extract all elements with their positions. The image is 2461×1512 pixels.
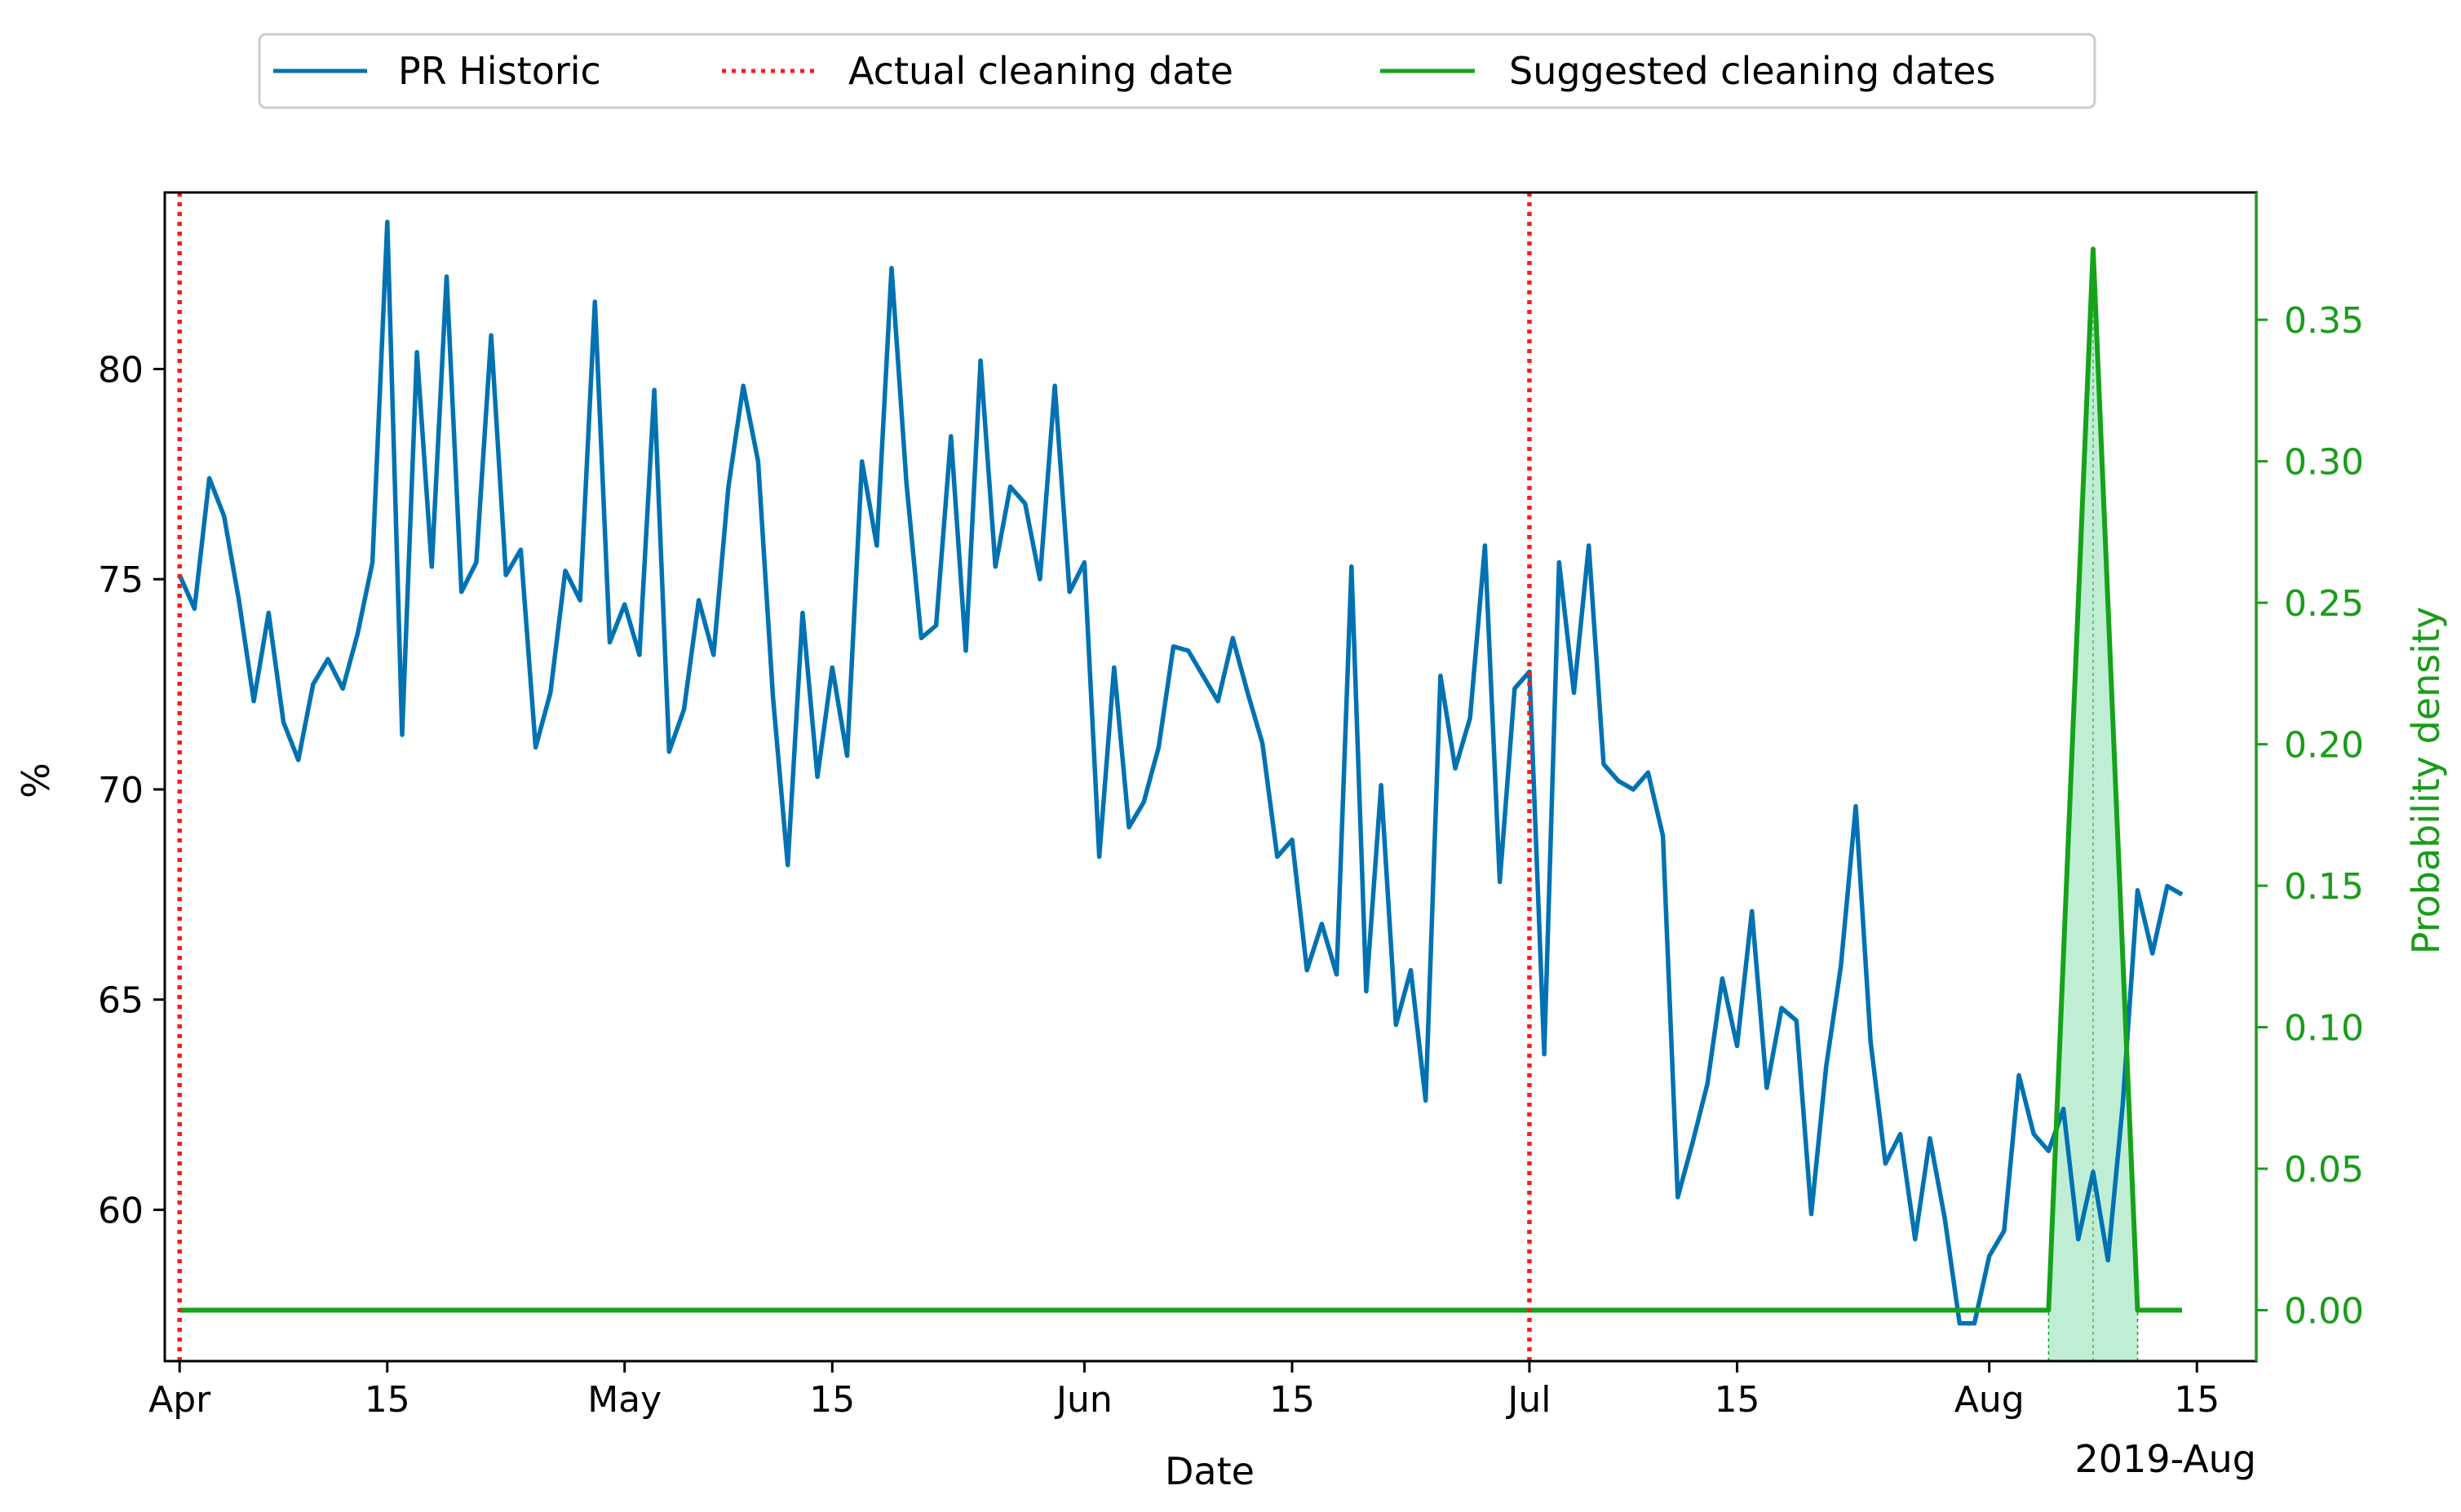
legend-label-actual-cleaning: Actual cleaning date bbox=[848, 49, 1233, 93]
y2-axis-title: Probability density bbox=[2404, 607, 2448, 954]
legend: PR Historic Actual cleaning date Suggest… bbox=[258, 33, 2096, 109]
x-axis: Apr 15 May 15 Jun 15 Jul 15 Aug 15 bbox=[148, 1361, 2220, 1421]
legend-label-pr-historic: PR Historic bbox=[398, 49, 601, 93]
x-tick-label-9: 15 bbox=[2174, 1379, 2220, 1421]
x-tick-label-6: Jul bbox=[1505, 1379, 1551, 1421]
y-tick-label-3: 75 bbox=[98, 559, 144, 601]
y-axis-left: 60 65 70 75 80 bbox=[98, 349, 165, 1231]
x-tick-label-8: Aug bbox=[1954, 1379, 2025, 1421]
y-tick-label-4: 80 bbox=[98, 349, 144, 391]
y-tick-label-2: 70 bbox=[98, 770, 144, 811]
legend-label-suggested-cleaning: Suggested cleaning dates bbox=[1509, 49, 1995, 93]
y2-tick-label-6: 0.30 bbox=[2284, 442, 2364, 484]
x-tick-label-2: May bbox=[587, 1379, 662, 1421]
x-tick-label-5: 15 bbox=[1269, 1379, 1315, 1421]
y2-tick-label-1: 0.05 bbox=[2284, 1149, 2364, 1191]
y2-tick-label-2: 0.10 bbox=[2284, 1008, 2364, 1050]
y-axis-title: % bbox=[14, 763, 58, 798]
y2-tick-label-4: 0.20 bbox=[2284, 725, 2364, 767]
x-tick-label-3: 15 bbox=[809, 1379, 855, 1421]
series-suggested-cleaning bbox=[179, 246, 2183, 1313]
legend-frame bbox=[258, 33, 2096, 109]
y2-tick-label-5: 0.25 bbox=[2284, 583, 2364, 625]
plot-area bbox=[163, 191, 2258, 1363]
y-tick-label-0: 60 bbox=[98, 1190, 144, 1231]
y2-tick-label-0: 0.00 bbox=[2284, 1291, 2364, 1333]
y2-tick-label-7: 0.35 bbox=[2284, 300, 2364, 342]
x-axis-title: Date bbox=[1165, 1449, 1255, 1493]
y2-tick-label-3: 0.15 bbox=[2284, 866, 2364, 908]
x-tick-label-7: 15 bbox=[1715, 1379, 1760, 1421]
x-axis-offset-label: 2019-Aug bbox=[2075, 1437, 2256, 1481]
x-tick-label-0: Apr bbox=[148, 1379, 211, 1421]
y-tick-label-1: 65 bbox=[98, 980, 144, 1022]
y-axis-right: 0.00 0.05 0.10 0.15 0.20 0.25 0.30 0.35 bbox=[2255, 192, 2364, 1361]
x-tick-label-4: Jun bbox=[1054, 1379, 1113, 1421]
series-pr-historic bbox=[177, 219, 2184, 1326]
x-tick-label-1: 15 bbox=[365, 1379, 410, 1421]
